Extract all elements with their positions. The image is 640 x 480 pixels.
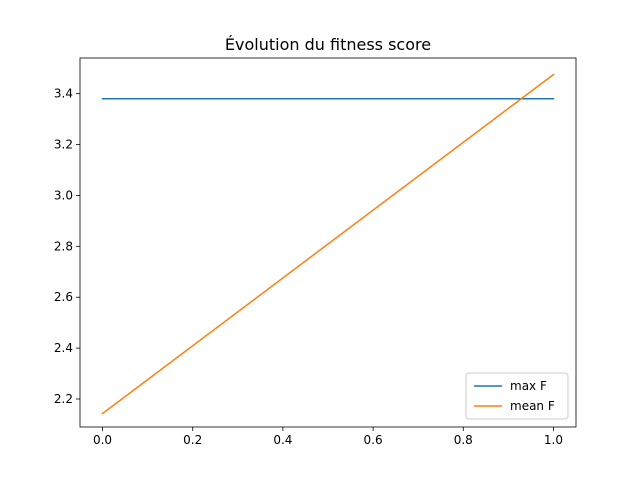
y-tick-label: 3.2 [54,138,73,152]
y-tick-label: 2.8 [54,239,73,253]
x-tick-label: 0.4 [273,433,292,447]
y-tick-label: 2.2 [54,392,73,406]
x-tick-label: 0.6 [364,433,383,447]
y-tick-label: 3.0 [54,188,73,202]
series-line-1 [101,73,555,415]
chart-title: Évolution du fitness score [225,35,431,54]
y-tick-label: 2.4 [54,341,73,355]
y-tick-label: 3.4 [54,87,73,101]
x-tick-label: 0.2 [183,433,202,447]
x-tick-label: 0.8 [454,433,473,447]
y-tick-label: 2.6 [54,290,73,304]
legend-box [465,372,569,420]
x-tick-label: 0.0 [93,433,112,447]
legend-label-1: mean F [510,399,555,413]
axes-frame [79,57,577,428]
plot-area: 0.0 0.2 0.4 0.6 0.8 1.0 2.2 2.4 2.6 2.8 3.0 3.2 3.4 m… [54,57,577,447]
legend-label-0: max F [510,379,547,393]
x-tick-label: 1.0 [544,433,563,447]
